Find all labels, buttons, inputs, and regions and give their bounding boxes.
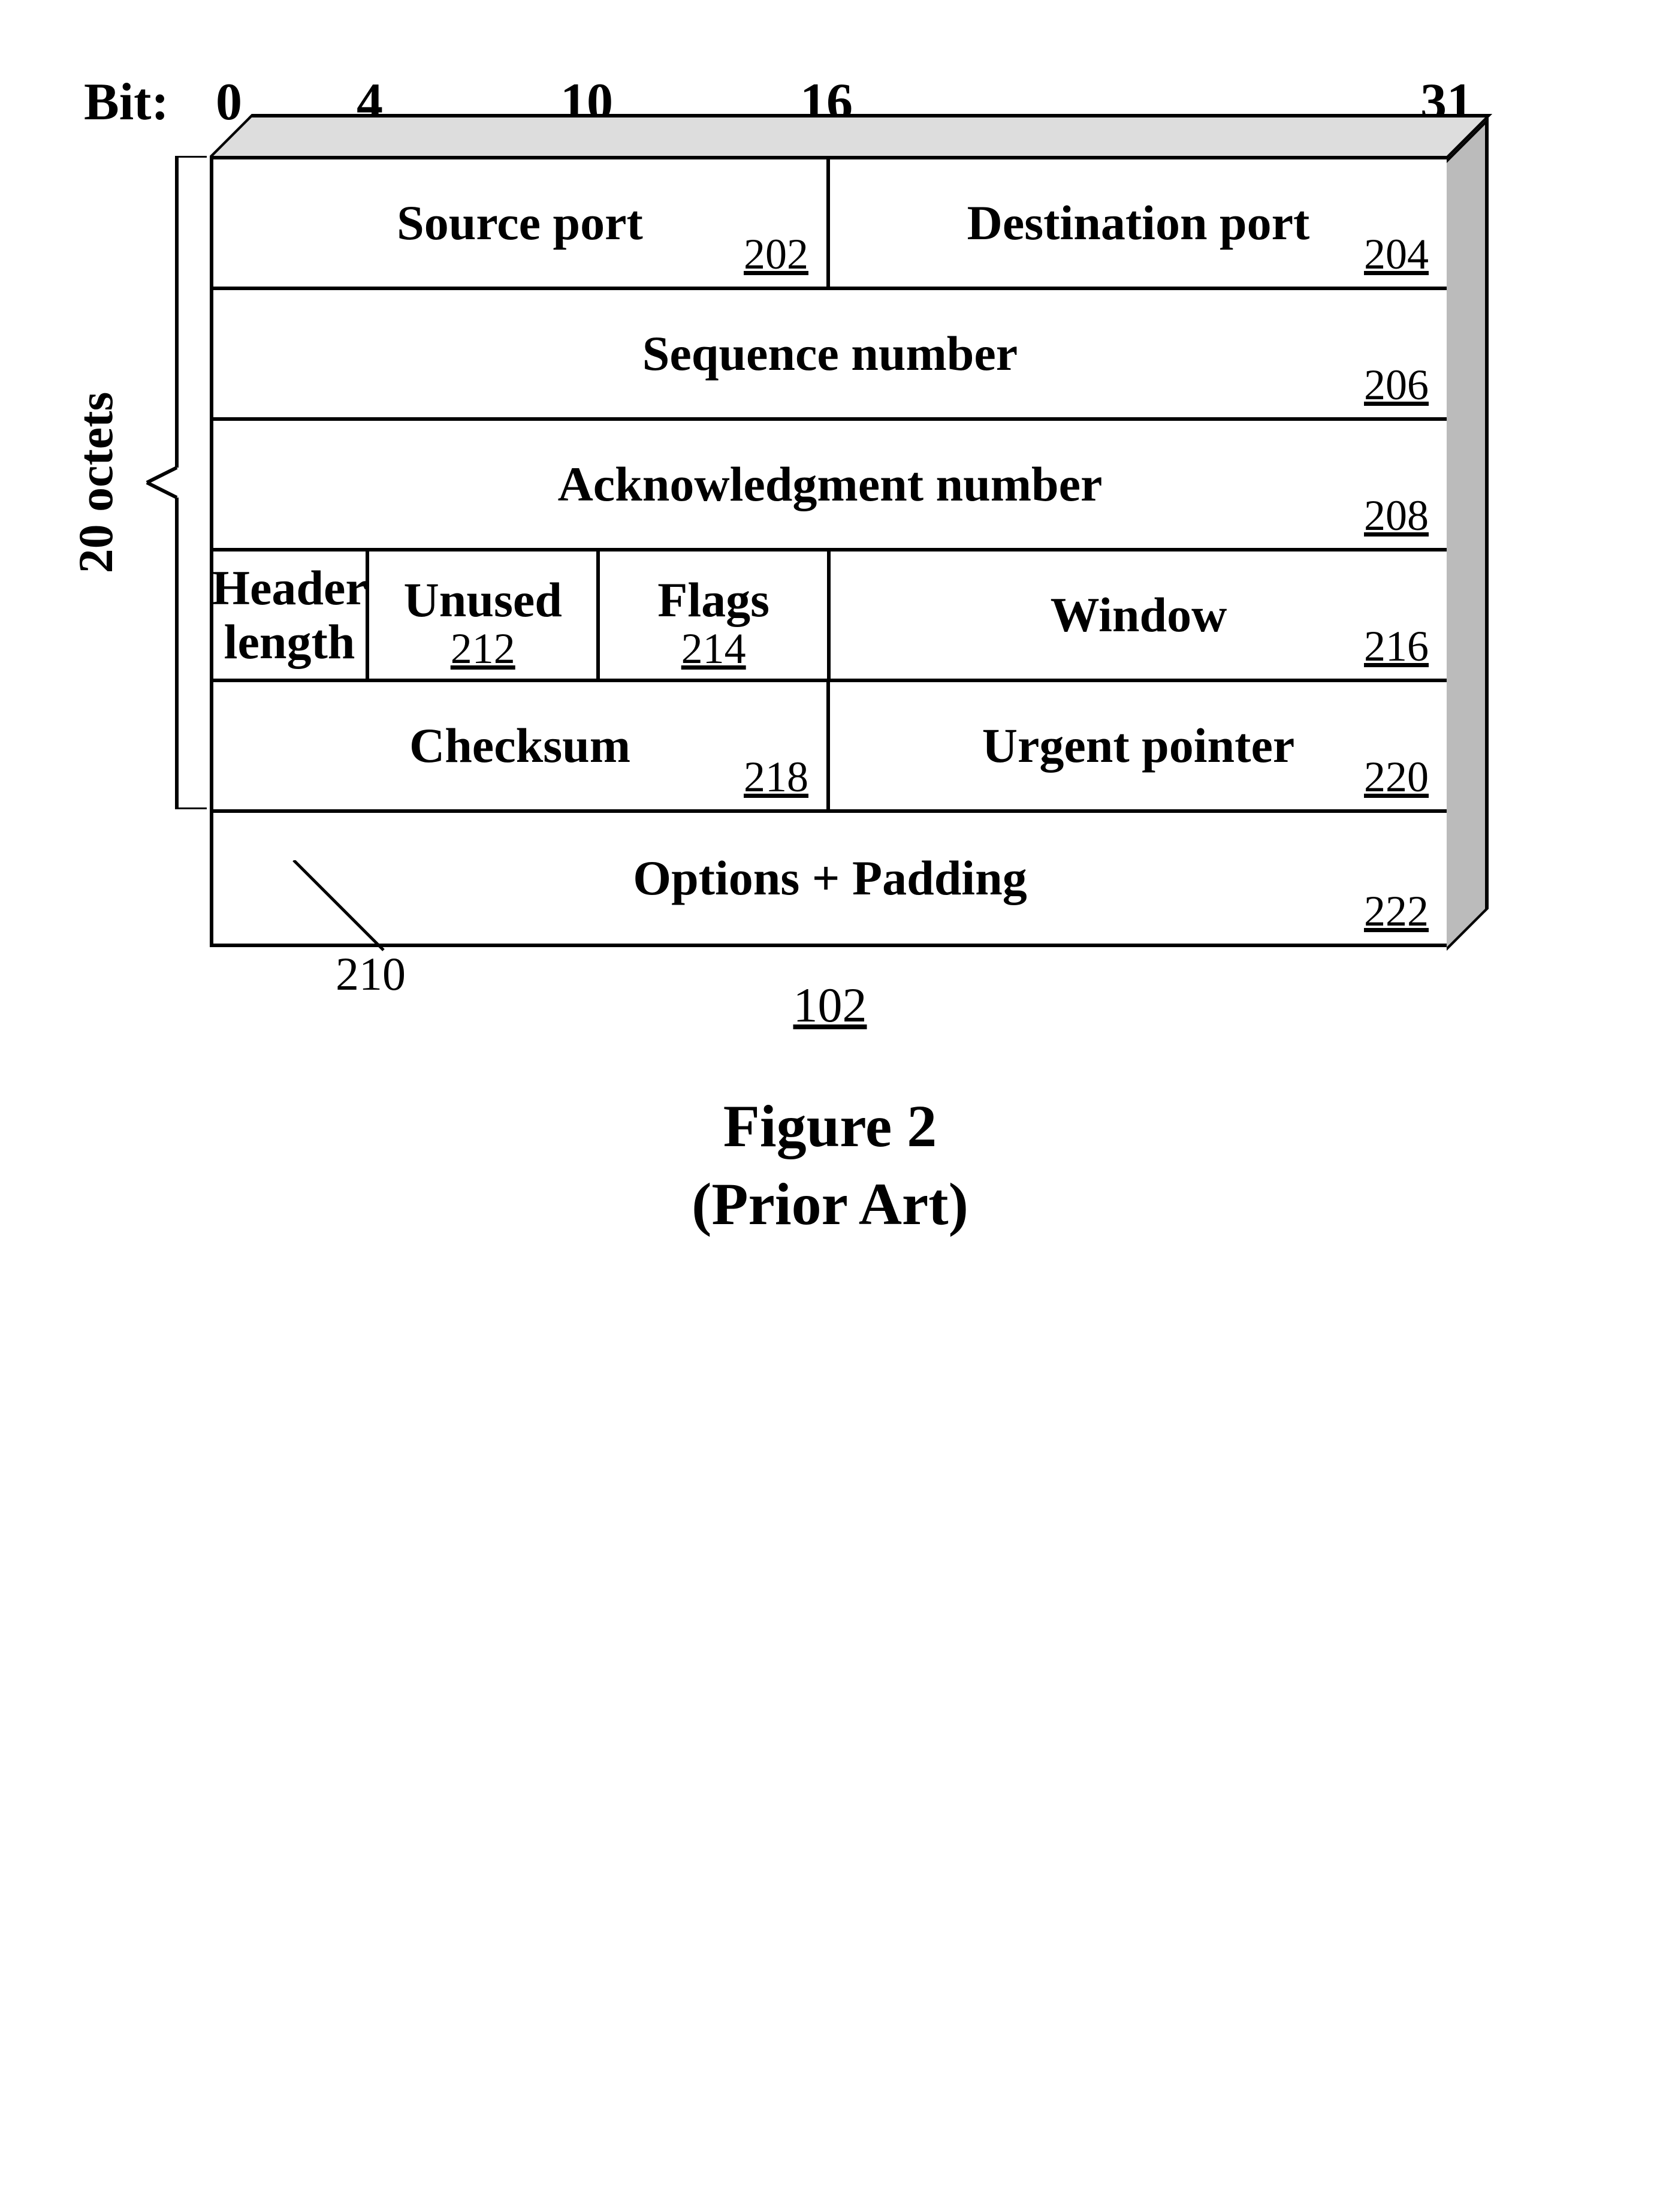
cell-label: Headerlength bbox=[212, 561, 367, 669]
caption-line-2: (Prior Art) bbox=[210, 1165, 1450, 1243]
figure-caption: Figure 2 (Prior Art) bbox=[210, 1087, 1450, 1243]
table-row: Sequence number 206 bbox=[213, 290, 1447, 421]
octets-brace bbox=[144, 156, 210, 809]
cell-ref: 208 bbox=[1364, 491, 1429, 541]
cell-ref: 206 bbox=[1364, 360, 1429, 410]
header-length-cell: Headerlength bbox=[213, 552, 369, 679]
cell-label: Urgent pointer bbox=[982, 719, 1295, 773]
ack-number-cell: Acknowledgment number 208 bbox=[213, 421, 1447, 548]
table-row: Acknowledgment number 208 bbox=[213, 421, 1447, 552]
options-padding-cell: Options + Padding 222 bbox=[213, 813, 1447, 944]
cell-label: Options + Padding bbox=[633, 851, 1027, 905]
table-row: Options + Padding 222 bbox=[213, 813, 1447, 944]
ref-210-label: 210 bbox=[336, 947, 406, 1001]
urgent-pointer-cell: Urgent pointer 220 bbox=[830, 682, 1447, 809]
source-port-cell: Source port 202 bbox=[213, 159, 830, 287]
cell-ref: 216 bbox=[1364, 622, 1429, 671]
cell-ref: 202 bbox=[744, 230, 808, 279]
table-right-face bbox=[1447, 117, 1489, 951]
destination-port-cell: Destination port 204 bbox=[830, 159, 1447, 287]
cell-label: Source port bbox=[397, 196, 643, 250]
table-row: Source port 202 Destination port 204 bbox=[213, 159, 1447, 290]
table-3d-wrapper: 20 octets Source port202Destination port… bbox=[210, 156, 1585, 947]
cell-ref: 222 bbox=[1364, 887, 1429, 936]
cell-ref: 204 bbox=[1364, 230, 1429, 279]
unused-cell: Unused212 bbox=[369, 552, 600, 679]
cell-label: Acknowledgment number bbox=[558, 457, 1103, 511]
sequence-number-cell: Sequence number 206 bbox=[213, 290, 1447, 417]
cell-label: Checksum bbox=[409, 719, 630, 773]
caption-line-1: Figure 2 bbox=[210, 1087, 1450, 1165]
flags-cell: Flags214 bbox=[600, 552, 830, 679]
bit-label-0: 0 bbox=[216, 72, 242, 132]
cell-ref: 214 bbox=[681, 624, 746, 674]
header-table: Source port 202 Destination port 204 Sequenc… bbox=[210, 156, 1450, 947]
window-cell: Window 216 bbox=[831, 552, 1447, 679]
octets-label: 20 octets bbox=[68, 392, 124, 574]
cell-ref: 220 bbox=[1364, 752, 1429, 802]
cell-label: Destination port bbox=[967, 196, 1310, 250]
cell-label: Flags bbox=[657, 573, 769, 627]
tcp-header-diagram: Bit: 0 4 10 16 31 20 octets Source port2… bbox=[84, 72, 1585, 1243]
table-row: Checksum 218 Urgent pointer 220 bbox=[213, 682, 1447, 813]
cell-ref: 212 bbox=[451, 624, 515, 674]
table-row: HeaderlengthUnused212Flags214Window216 bbox=[213, 552, 1447, 682]
cell-ref: 218 bbox=[744, 752, 808, 802]
cell-label: Unused bbox=[404, 573, 562, 627]
cell-label: Window bbox=[1051, 588, 1227, 642]
table-top-face bbox=[210, 114, 1492, 156]
cell-label: Sequence number bbox=[642, 327, 1018, 381]
bit-prefix-label: Bit: bbox=[84, 72, 169, 132]
checksum-cell: Checksum 218 bbox=[213, 682, 830, 809]
